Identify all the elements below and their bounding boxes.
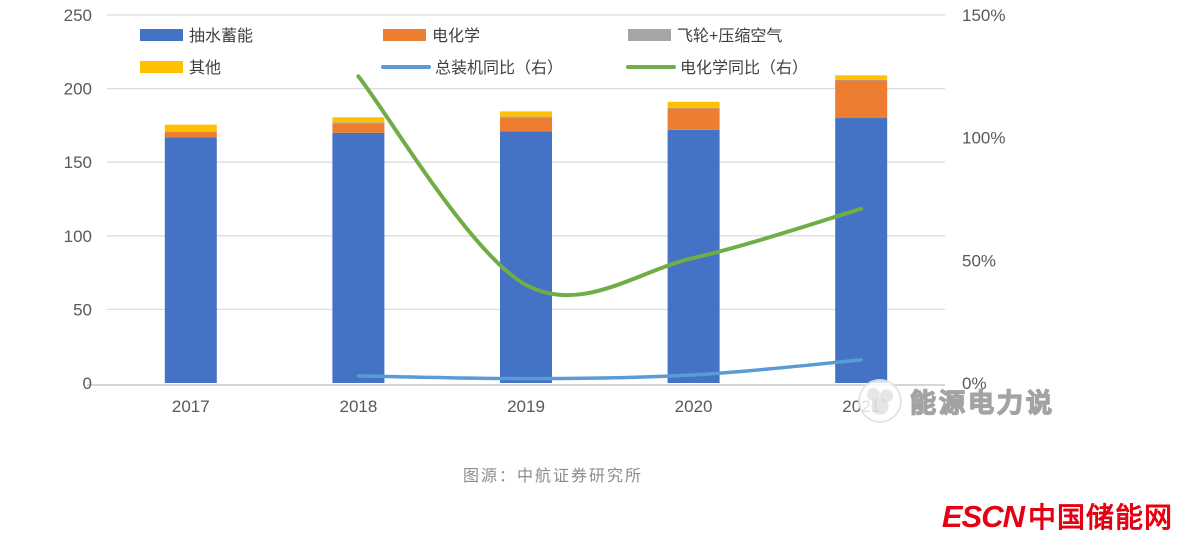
bar-segment-抽水蓄能-2019 bbox=[500, 131, 552, 383]
left-axis-tick-label: 200 bbox=[64, 80, 92, 99]
bar-segment-电化学-2017 bbox=[164, 132, 217, 138]
legend-label-其他: 其他 bbox=[189, 59, 221, 77]
x-axis-label-2020: 2020 bbox=[675, 397, 713, 416]
line-series-电化学同比（右） bbox=[356, 74, 864, 298]
left-axis-tick-label: 250 bbox=[64, 6, 92, 25]
left-axis-tick-label: 0 bbox=[83, 374, 92, 393]
escn-logo-en: ESCN bbox=[941, 499, 1025, 534]
bar-segment-抽水蓄能-2017 bbox=[164, 137, 217, 383]
bar-segment-电化学-2018 bbox=[332, 123, 385, 133]
bar-segment-电化学-2019 bbox=[500, 117, 552, 132]
legend-label-抽水蓄能: 抽水蓄能 bbox=[189, 27, 253, 45]
left-axis-tick-label: 50 bbox=[73, 300, 92, 319]
image-source-caption: 图源：中航证券研究所 bbox=[462, 468, 643, 485]
bar-segment-其他-2021 bbox=[835, 75, 888, 80]
left-axis-tick-label: 150 bbox=[64, 153, 92, 172]
bar-segment-飞轮+压缩空气-2018 bbox=[332, 122, 385, 124]
x-axis-label-2017: 2017 bbox=[172, 397, 210, 416]
bar-segment-电化学-2021 bbox=[835, 80, 888, 119]
right-axis-tick-label: 0% bbox=[962, 374, 987, 393]
right-axis-tick-label: 150% bbox=[962, 6, 1005, 25]
legend-swatch-抽水蓄能 bbox=[140, 29, 183, 41]
line-series-总装机同比（右） bbox=[356, 358, 863, 381]
legend-label-电化学: 电化学 bbox=[432, 27, 480, 45]
escn-logo-cn: 中国储能网 bbox=[1027, 502, 1173, 533]
bar-segment-其他-2018 bbox=[332, 117, 385, 123]
bar-segment-其他-2019 bbox=[500, 111, 552, 117]
legend-swatch-其他 bbox=[140, 61, 183, 73]
bar-segment-飞轮+压缩空气-2020 bbox=[667, 107, 720, 109]
bar-segment-飞轮+压缩空气-2019 bbox=[500, 116, 552, 118]
x-axis-label-2018: 2018 bbox=[339, 397, 377, 416]
bar-segment-其他-2017 bbox=[164, 124, 217, 132]
legend-label-飞轮+压缩空气: 飞轮+压缩空气 bbox=[677, 27, 782, 45]
bar-segment-其他-2020 bbox=[667, 101, 720, 108]
bar-segment-电化学-2020 bbox=[667, 108, 720, 130]
x-axis-label-2019: 2019 bbox=[507, 397, 545, 416]
legend-swatch-电化学 bbox=[383, 29, 426, 41]
legend-swatch-飞轮+压缩空气 bbox=[628, 29, 671, 41]
bar-segment-飞轮+压缩空气-2017 bbox=[164, 131, 217, 133]
escn-logo: ESCN 中国储能网 bbox=[942, 496, 1173, 536]
storage-capacity-chart: 0 50 100 150 200 250 0% 50% 100% 150% 2017 2018 2019… bbox=[64, 6, 1006, 416]
right-axis-tick-label: 100% bbox=[962, 129, 1005, 148]
bar-segment-飞轮+压缩空气-2021 bbox=[835, 79, 888, 81]
right-axis-tick-label: 50% bbox=[962, 251, 996, 270]
bar-segment-抽水蓄能-2021 bbox=[835, 118, 888, 383]
legend-label-电化学同比（右）: 电化学同比（右） bbox=[680, 59, 808, 77]
x-axis-label-2021: 2021 bbox=[842, 397, 880, 416]
left-axis-tick-label: 100 bbox=[64, 227, 92, 246]
legend-label-总装机同比（右）: 总装机同比（右） bbox=[435, 59, 563, 77]
bar-segment-抽水蓄能-2018 bbox=[332, 132, 385, 383]
